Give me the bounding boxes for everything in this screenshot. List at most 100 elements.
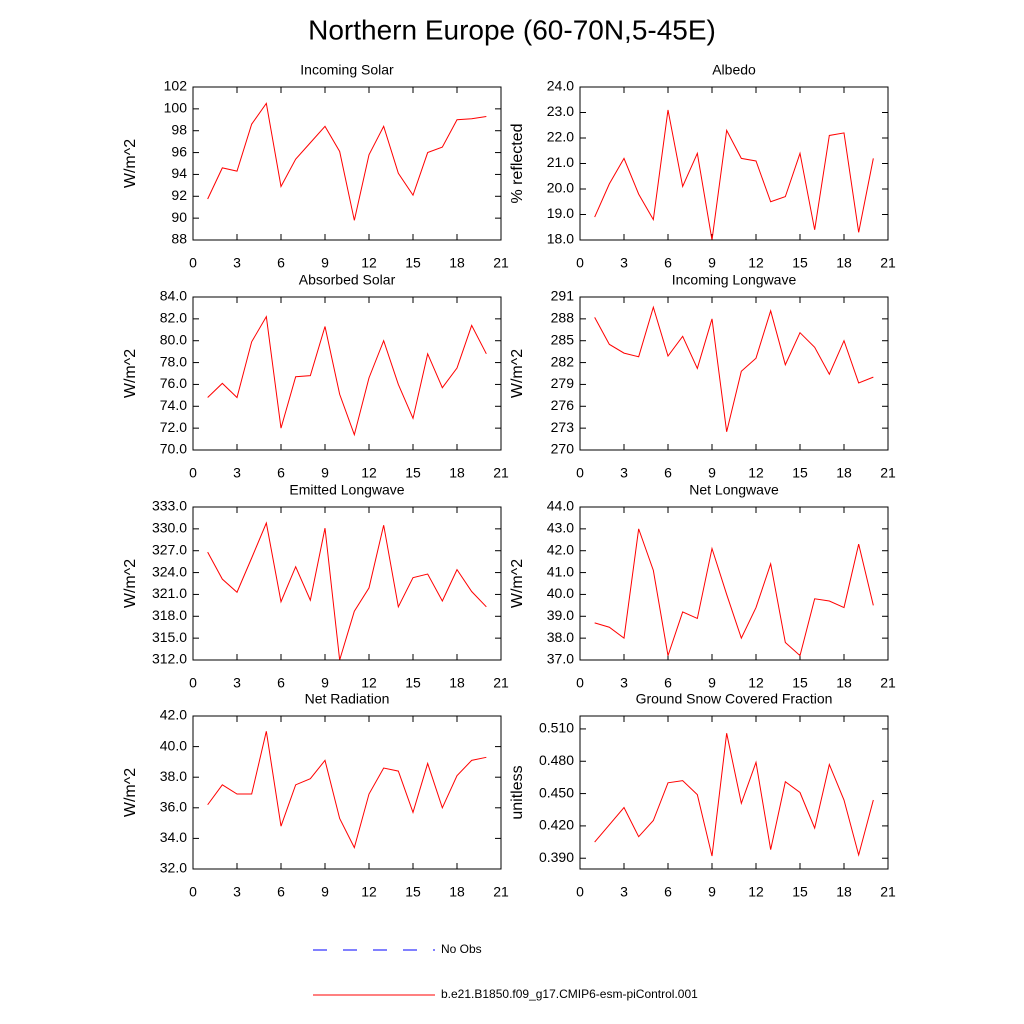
y-axis-label: W/m^2: [122, 559, 139, 608]
y-tick-label: 22.0: [547, 129, 574, 145]
y-tick-label: 96: [171, 143, 187, 159]
y-tick-label: 327.0: [152, 541, 187, 557]
x-tick-label: 21: [880, 675, 896, 691]
figure-title: Northern Europe (60-70N,5-45E): [308, 14, 716, 45]
x-tick-label: 3: [620, 675, 628, 691]
x-tick-label: 9: [708, 465, 716, 481]
x-tick-label: 15: [792, 675, 808, 691]
y-tick-label: 38.0: [547, 629, 574, 645]
x-tick-label: 12: [361, 675, 377, 691]
y-tick-label: 43.0: [547, 520, 574, 536]
x-tick-label: 15: [792, 465, 808, 481]
legend-label: No Obs: [441, 942, 482, 956]
x-tick-label: 12: [748, 255, 764, 271]
y-tick-label: 80.0: [160, 331, 187, 347]
plot-frame: [579, 506, 889, 661]
x-tick-label: 3: [233, 884, 241, 900]
x-tick-label: 9: [708, 675, 716, 691]
x-tick-label: 6: [277, 884, 285, 900]
y-tick-label: 40.0: [160, 737, 187, 753]
legend-label: b.e21.B1850.f09_g17.CMIP6-esm-piControl.…: [441, 987, 698, 1001]
y-tick-label: 0.390: [539, 849, 574, 865]
y-tick-label: 38.0: [160, 768, 187, 784]
x-tick-label: 3: [233, 465, 241, 481]
x-tick-label: 18: [449, 675, 465, 691]
x-tick-label: 0: [189, 884, 197, 900]
x-tick-label: 3: [233, 675, 241, 691]
plot-frame: [192, 715, 502, 870]
panel-title: Net Longwave: [689, 482, 779, 498]
x-tick-label: 18: [836, 675, 852, 691]
x-tick-label: 6: [664, 255, 672, 271]
y-tick-label: 276: [551, 397, 575, 413]
y-tick-label: 84.0: [160, 288, 187, 304]
x-tick-label: 9: [708, 255, 716, 271]
plot-frame: [579, 296, 889, 451]
plot-frame: [579, 86, 889, 241]
x-tick-label: 0: [189, 675, 197, 691]
y-tick-label: 333.0: [152, 498, 187, 514]
x-tick-label: 6: [277, 465, 285, 481]
y-axis-label: W/m^2: [122, 349, 139, 398]
y-tick-label: 44.0: [547, 498, 574, 514]
y-tick-label: 0.480: [539, 752, 574, 768]
y-tick-label: 318.0: [152, 607, 187, 623]
series-line: [594, 305, 874, 432]
x-tick-label: 21: [880, 465, 896, 481]
y-tick-label: 0.420: [539, 817, 574, 833]
x-tick-label: 18: [449, 884, 465, 900]
y-tick-label: 0.450: [539, 784, 574, 800]
y-tick-label: 285: [551, 331, 575, 347]
y-tick-label: 70.0: [160, 441, 187, 457]
y-tick-label: 0.510: [539, 720, 574, 736]
panel-title: Incoming Longwave: [672, 272, 797, 288]
x-tick-label: 0: [576, 255, 584, 271]
x-tick-label: 0: [189, 465, 197, 481]
x-tick-label: 18: [836, 465, 852, 481]
panel-title: Emitted Longwave: [289, 482, 404, 498]
series-line: [594, 109, 874, 241]
x-tick-label: 9: [321, 884, 329, 900]
y-tick-label: 78.0: [160, 353, 187, 369]
y-tick-label: 41.0: [547, 563, 574, 579]
y-tick-label: 24.0: [547, 78, 574, 94]
y-tick-label: 324.0: [152, 563, 187, 579]
x-tick-label: 9: [708, 884, 716, 900]
y-tick-label: 321.0: [152, 585, 187, 601]
x-tick-label: 15: [405, 675, 421, 691]
x-tick-label: 18: [449, 465, 465, 481]
x-tick-label: 18: [836, 884, 852, 900]
y-axis-label: unitless: [509, 765, 526, 819]
y-tick-label: 72.0: [160, 419, 187, 435]
x-tick-label: 6: [664, 675, 672, 691]
series-line: [207, 521, 487, 661]
x-tick-label: 0: [576, 465, 584, 481]
x-tick-label: 15: [792, 255, 808, 271]
y-tick-label: 20.0: [547, 180, 574, 196]
y-tick-label: 42.0: [547, 541, 574, 557]
x-tick-label: 6: [664, 465, 672, 481]
y-tick-label: 315.0: [152, 629, 187, 645]
x-tick-label: 12: [361, 884, 377, 900]
series-line: [207, 315, 487, 437]
x-tick-label: 12: [748, 884, 764, 900]
series-line: [594, 528, 874, 657]
x-tick-label: 21: [493, 255, 509, 271]
y-tick-label: 74.0: [160, 397, 187, 413]
y-tick-label: 273: [551, 419, 575, 435]
y-tick-label: 40.0: [547, 585, 574, 601]
y-tick-label: 76.0: [160, 375, 187, 391]
panel-title: Net Radiation: [305, 691, 390, 707]
y-axis-label: W/m^2: [509, 349, 526, 398]
y-axis-label: % reflected: [509, 123, 526, 203]
x-tick-label: 3: [620, 884, 628, 900]
panel-title: Ground Snow Covered Fraction: [636, 691, 833, 707]
panel-title: Incoming Solar: [300, 62, 394, 78]
y-tick-label: 270: [551, 441, 575, 457]
y-tick-label: 94: [171, 165, 187, 181]
y-tick-label: 39.0: [547, 607, 574, 623]
x-tick-label: 21: [493, 465, 509, 481]
x-tick-label: 18: [836, 255, 852, 271]
series-line: [207, 731, 487, 849]
